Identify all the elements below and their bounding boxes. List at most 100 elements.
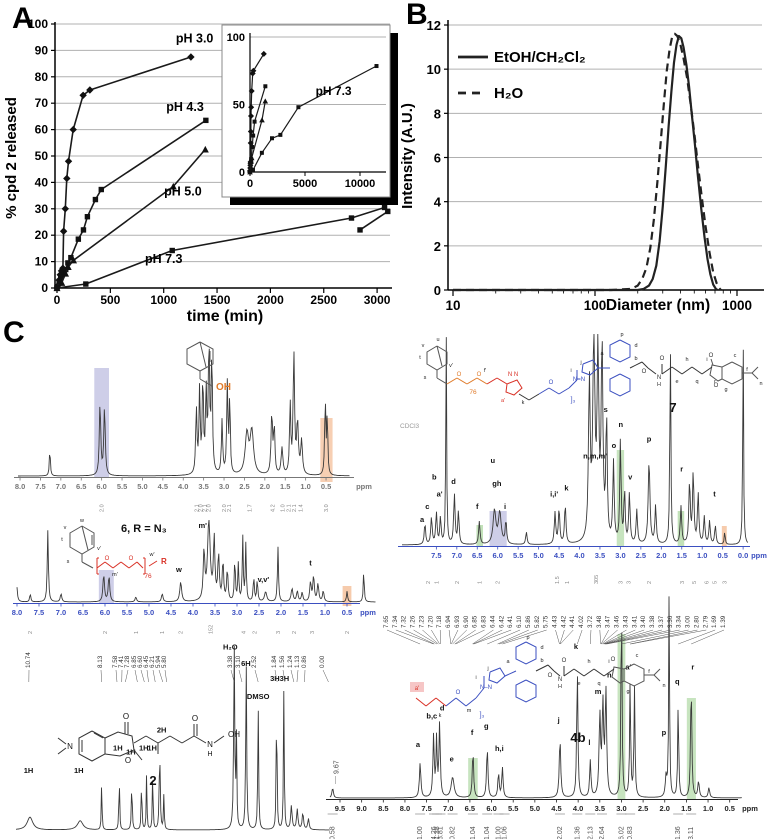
svg-text:6.41: 6.41 <box>507 615 514 628</box>
svg-text:10: 10 <box>35 255 49 269</box>
marker-triangle <box>169 182 177 190</box>
highlight-band <box>617 634 626 800</box>
svg-text:1.56: 1.56 <box>279 655 286 668</box>
svg-text:2.0: 2.0 <box>276 608 286 617</box>
structure-ring <box>609 339 631 363</box>
structure-text: a <box>600 351 604 357</box>
nmr-trace <box>15 645 330 831</box>
svg-text:3: 3 <box>723 581 729 584</box>
marker-square <box>54 285 60 291</box>
structure-text: c <box>636 653 639 659</box>
svg-text:1H: 1H <box>24 766 34 775</box>
svg-text:2.0: 2.0 <box>207 504 213 512</box>
ppm-label: ppm <box>751 551 767 560</box>
svg-text:20: 20 <box>35 228 49 242</box>
marker-square <box>68 254 74 261</box>
structure-text: k <box>522 400 525 406</box>
svg-text:r: r <box>680 464 683 473</box>
panel-c-letter: C <box>3 316 25 349</box>
svg-text:2.1: 2.1 <box>202 504 208 512</box>
svg-text:7.5: 7.5 <box>421 804 431 813</box>
marker-triangle <box>262 98 269 104</box>
marker-diamond <box>63 174 71 183</box>
svg-text:2.52: 2.52 <box>251 655 258 668</box>
svg-text:1.0: 1.0 <box>697 551 707 560</box>
svg-text:6.0: 6.0 <box>486 804 496 813</box>
marker-diamond <box>248 112 255 119</box>
svg-text:2: 2 <box>455 581 461 584</box>
svg-text:3.40: 3.40 <box>640 615 647 628</box>
svg-text:6.5: 6.5 <box>472 551 482 560</box>
nmr-trace <box>329 596 742 799</box>
svg-text:1: 1 <box>477 581 483 584</box>
svg-text:3.0: 3.0 <box>232 608 242 617</box>
structure-highlight <box>410 682 424 692</box>
svg-text:9.67: 9.67 <box>334 760 341 774</box>
structure-ring <box>78 730 106 762</box>
svg-text:2.64: 2.64 <box>599 826 606 839</box>
svg-text:c: c <box>425 502 429 511</box>
svg-text:4.0: 4.0 <box>188 608 198 617</box>
svg-text:6.10: 6.10 <box>516 615 523 628</box>
marker-diamond <box>86 86 94 94</box>
nmr-spectrum-alcohol-5: 8.0 7.5 7.0 6.5 6.0 5.5 5.0 4.5 4.0 3.5 3.0 2.5 2.0 1… <box>14 348 372 512</box>
svg-text:5.0: 5.0 <box>144 608 154 617</box>
svg-text:7.34: 7.34 <box>392 615 399 628</box>
dls-intensity-chart: 0 2 4 6 8 10 12 10 100 1000 Diameter (nm) Intensity… <box>399 18 764 314</box>
marker-diamond <box>61 205 70 213</box>
svg-text:3: 3 <box>618 581 624 584</box>
structure-text: s <box>424 375 427 381</box>
structure-text: p <box>526 635 529 641</box>
svg-text:4.5: 4.5 <box>554 551 564 560</box>
svg-text:30: 30 <box>35 202 49 216</box>
svg-text:4.42: 4.42 <box>560 615 567 628</box>
svg-text:0: 0 <box>54 293 61 307</box>
structure-ring <box>623 663 645 687</box>
svg-text:f: f <box>471 728 474 737</box>
svg-text:80: 80 <box>35 70 49 84</box>
svg-text:7.41: 7.41 <box>118 655 125 668</box>
svg-text:1.5: 1.5 <box>555 576 561 584</box>
svg-text:k: k <box>574 642 579 651</box>
structure-text: O <box>125 756 131 765</box>
svg-text:6.0: 6.0 <box>96 482 106 491</box>
structure-text: v <box>64 525 67 531</box>
marker-square <box>92 196 99 203</box>
svg-text:2: 2 <box>426 581 432 584</box>
svg-text:3.34: 3.34 <box>676 615 683 628</box>
ppm-label: ppm <box>742 804 758 813</box>
marker-triangle <box>248 155 255 161</box>
svg-text:8.0: 8.0 <box>12 608 22 617</box>
structure-text: O <box>548 673 553 679</box>
inset-ph-label: pH 7.3 <box>316 84 352 98</box>
ph-label: pH 3.0 <box>176 31 214 45</box>
structure-text: p <box>620 332 623 338</box>
svg-text:2: 2 <box>179 631 185 634</box>
svg-text:v: v <box>628 473 633 482</box>
svg-text:i,i': i,i' <box>550 490 558 499</box>
a-ylabel: % cpd 2 released <box>3 97 20 219</box>
highlight-band <box>677 511 685 547</box>
structure-text: r <box>714 379 716 385</box>
svg-text:4.02: 4.02 <box>578 615 585 628</box>
structure-text: w' <box>148 552 154 558</box>
svg-text:5: 5 <box>692 581 698 584</box>
marker-triangle <box>62 269 70 277</box>
marker-diamond <box>59 227 68 235</box>
structure-text: O <box>611 657 616 663</box>
svg-text:6.45: 6.45 <box>143 655 150 668</box>
svg-text:5.86: 5.86 <box>525 615 532 628</box>
panel-b-letter: B <box>406 0 428 31</box>
svg-text:5: 5 <box>712 581 718 584</box>
structure-text: 76 <box>469 389 477 396</box>
structure-text: N=N <box>573 377 585 383</box>
marker-triangle <box>259 117 265 123</box>
structure-text: N <box>657 375 661 381</box>
structure-text: R <box>161 557 167 566</box>
svg-text:3: 3 <box>627 581 633 584</box>
structure-text: i <box>570 368 571 374</box>
marker-square <box>252 119 257 124</box>
marker-triangle <box>64 263 72 270</box>
structure-ring <box>488 667 506 684</box>
structure-text: 4b <box>570 730 585 745</box>
